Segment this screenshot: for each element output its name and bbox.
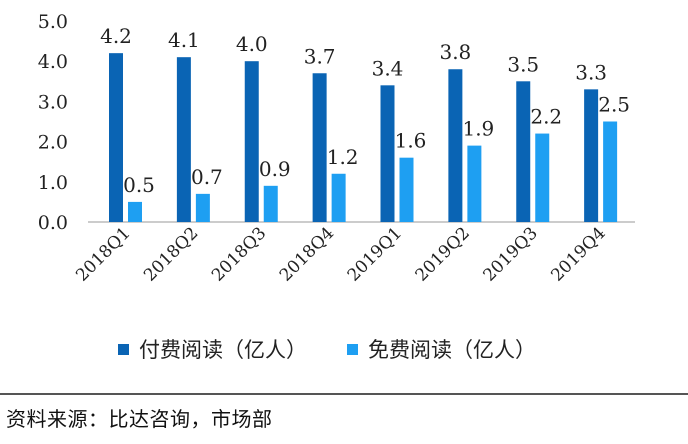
data-labels: 4.2 0.5 4.1 0.7 4.0 0.9 3.7 1.2 3.4 1.6 3.8 1.9 3.5 2…	[100, 24, 630, 197]
y-tick-label: 5.0	[38, 11, 68, 33]
bar-free-2018Q4	[331, 173, 346, 222]
bar-paid-2018Q2	[176, 57, 191, 223]
bar-paid-2018Q1	[109, 53, 123, 222]
category-label-2018Q2: 2018Q2	[140, 223, 202, 285]
bar-chart: 0.0 1.0 2.0 3.0 4.0 5.0 4.2 0.5 4.1 0.7 4.0 0.9 3.7…	[38, 11, 635, 286]
y-tick-label: 2.0	[38, 132, 68, 154]
data-label-free-2019Q4: 2.5	[598, 93, 630, 117]
data-label-paid-2018Q2: 4.1	[168, 28, 200, 52]
bar-free-2019Q2	[467, 145, 482, 222]
bar-paid-2018Q4	[312, 73, 327, 222]
y-axis-ticks: 0.0 1.0 2.0 3.0 4.0 5.0	[38, 11, 68, 234]
bar-free-2018Q2	[195, 193, 210, 222]
y-tick-label: 4.0	[38, 51, 68, 73]
data-label-paid-2019Q1: 3.4	[372, 56, 404, 80]
legend-label-free: 免费阅读（亿人）	[368, 338, 536, 362]
data-label-free-2018Q3: 0.9	[259, 157, 291, 181]
category-label-2019Q1: 2019Q1	[344, 223, 406, 285]
data-label-free-2018Q2: 0.7	[191, 165, 223, 189]
bar-free-2019Q1	[399, 157, 414, 222]
bar-paid-2019Q4	[584, 89, 599, 222]
y-tick-label: 1.0	[38, 172, 68, 194]
bar-free-2019Q3	[535, 133, 550, 222]
data-label-paid-2018Q3: 4.0	[236, 32, 268, 56]
bars	[109, 53, 618, 223]
divider	[0, 393, 688, 395]
data-label-paid-2019Q4: 3.3	[575, 60, 607, 84]
data-label-free-2019Q2: 1.9	[462, 117, 494, 141]
y-tick-label: 3.0	[38, 91, 68, 113]
source-note: 资料来源：比达咨询，市场部	[6, 407, 273, 431]
data-label-paid-2018Q4: 3.7	[304, 44, 336, 68]
category-label-2018Q1: 2018Q1	[72, 223, 134, 285]
data-label-free-2018Q1: 0.5	[123, 173, 155, 197]
legend: 付费阅读（亿人） 免费阅读（亿人）	[118, 334, 536, 364]
data-label-free-2019Q3: 2.2	[530, 105, 562, 129]
legend-swatch-free	[347, 343, 358, 355]
data-label-paid-2019Q2: 3.8	[439, 40, 471, 64]
data-label-paid-2018Q1: 4.2	[100, 24, 132, 48]
bar-paid-2019Q1	[380, 85, 395, 222]
category-label-2019Q2: 2019Q2	[412, 223, 474, 285]
legend-label-paid: 付费阅读（亿人）	[139, 338, 307, 362]
bar-free-2018Q1	[128, 201, 142, 222]
data-label-free-2018Q4: 1.2	[327, 145, 359, 169]
category-label-2019Q3: 2019Q3	[480, 223, 542, 285]
y-tick-label: 0.0	[38, 212, 68, 234]
data-label-free-2019Q1: 1.6	[395, 129, 427, 153]
category-labels: 2018Q1 2018Q2 2018Q3 2018Q4 2019Q1 2019Q2 2019…	[72, 223, 609, 285]
bar-paid-2019Q3	[516, 81, 531, 222]
bar-free-2019Q4	[603, 121, 618, 222]
legend-item-paid: 付费阅读（亿人）	[118, 334, 307, 364]
bar-paid-2018Q3	[244, 61, 259, 223]
bar-paid-2019Q2	[448, 69, 463, 223]
category-label-2018Q3: 2018Q3	[208, 223, 270, 285]
legend-swatch-paid	[118, 343, 129, 355]
data-label-paid-2019Q3: 3.5	[507, 52, 539, 76]
legend-item-free: 免费阅读（亿人）	[347, 334, 536, 364]
bar-free-2018Q3	[263, 185, 278, 222]
category-label-2019Q4: 2019Q4	[547, 223, 609, 285]
category-label-2018Q4: 2018Q4	[276, 223, 338, 285]
